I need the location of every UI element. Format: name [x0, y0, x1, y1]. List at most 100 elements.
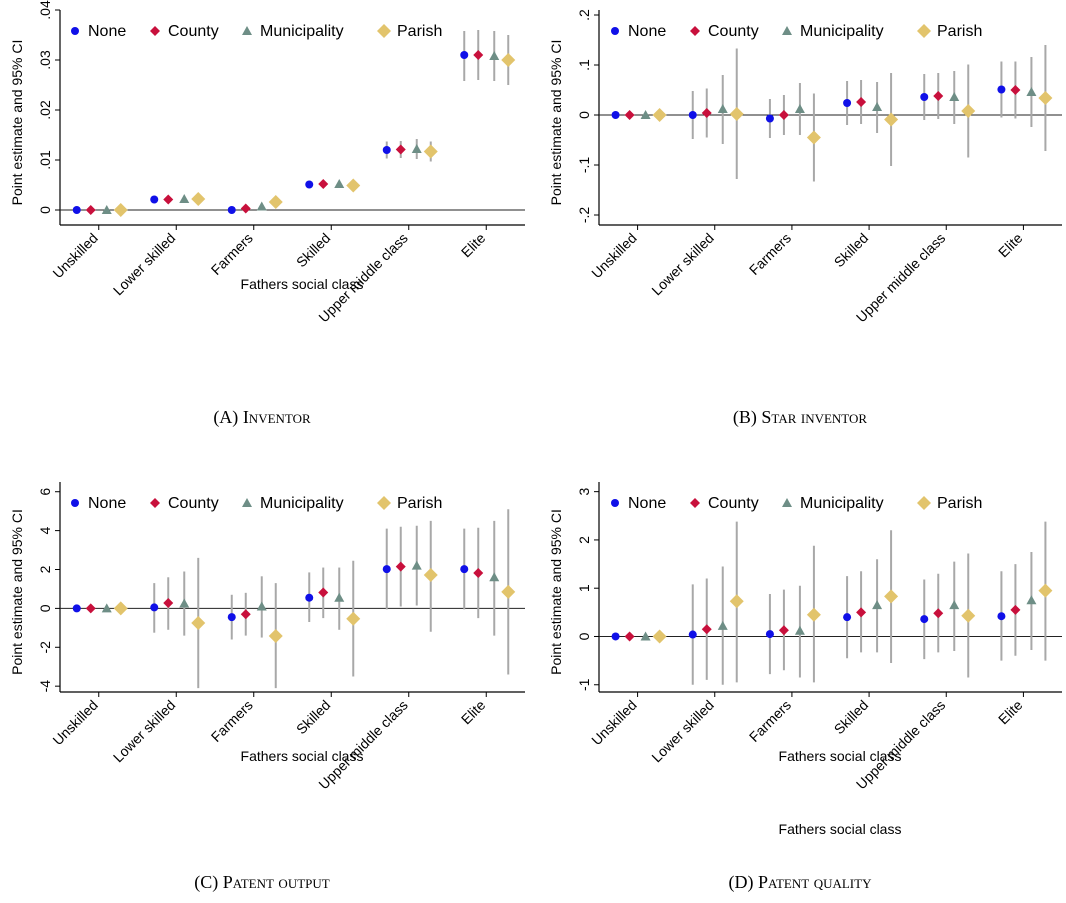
point-county — [701, 108, 712, 118]
x-tick-label: Unskilled — [49, 697, 100, 748]
point-county — [240, 203, 251, 214]
point-county — [778, 110, 789, 120]
legend-label-parish: Parish — [937, 23, 982, 40]
point-parish-parish — [113, 601, 128, 616]
point-county — [395, 561, 406, 572]
x-axis-label: Fathers social class — [779, 748, 902, 764]
legend-marker-none — [71, 499, 79, 507]
y-tick-label: 0 — [576, 632, 592, 640]
point-parish-parish — [191, 615, 206, 630]
x-tick-label: Lower skilled — [110, 697, 179, 766]
point-county — [85, 603, 96, 614]
x-tick-label: Skilled — [293, 230, 333, 270]
legend-label-county: County — [168, 23, 219, 40]
legend-marker-county — [150, 498, 160, 508]
point-parish-parish — [346, 611, 361, 626]
point-municipality — [872, 102, 883, 111]
point-county — [163, 597, 174, 608]
x-tick-label: Lower skilled — [648, 697, 717, 766]
point-none — [150, 195, 159, 204]
point-none — [72, 604, 81, 613]
x-tick-label: Elite — [995, 697, 1026, 728]
caption-title: Patent quality — [758, 872, 872, 892]
point-parish-parish — [191, 192, 206, 206]
legend-marker-municipality — [242, 498, 252, 507]
y-tick-label: .03 — [37, 50, 53, 70]
x-tick-label: Skilled — [831, 230, 871, 270]
point-county — [85, 205, 96, 215]
point-none — [688, 630, 697, 639]
point-parish-parish — [1038, 91, 1053, 105]
point-municipality — [717, 620, 728, 630]
point-municipality — [1026, 595, 1037, 605]
point-none — [227, 206, 236, 214]
legend-label-municipality: Municipality — [800, 495, 884, 512]
point-municipality — [411, 560, 422, 570]
legend-marker-county — [690, 498, 700, 508]
point-none — [997, 612, 1006, 621]
point-none — [611, 111, 620, 119]
y-tick-label: 1 — [576, 584, 592, 592]
legend-marker-municipality — [782, 498, 792, 507]
point-parish-parish — [652, 108, 667, 122]
legend-marker-parish-parish — [377, 24, 391, 38]
legend-label-none: None — [628, 495, 666, 512]
y-tick-label: .1 — [576, 59, 592, 71]
legend-marker-county — [150, 26, 160, 36]
point-county — [856, 97, 867, 107]
legend-label-parish: Parish — [937, 495, 982, 512]
point-county — [240, 609, 251, 620]
y-axis-label: Point estimate and 95% CI — [9, 509, 25, 675]
legend-marker-municipality — [242, 26, 252, 35]
x-tick-label: Lower skilled — [110, 230, 179, 299]
x-tick-label: Farmers — [746, 697, 794, 745]
point-parish-parish — [652, 629, 667, 644]
point-municipality — [949, 600, 960, 610]
point-municipality — [489, 572, 500, 582]
x-tick-label: Unskilled — [588, 230, 639, 281]
y-tick-label: .01 — [37, 150, 53, 170]
point-county — [624, 110, 635, 120]
point-county — [933, 608, 944, 619]
point-parish-parish — [268, 195, 283, 209]
y-tick-label: .04 — [37, 0, 53, 20]
y-tick-label: -2 — [37, 641, 53, 654]
point-municipality — [717, 104, 728, 113]
caption-title: Star inventor — [761, 407, 867, 427]
point-county — [624, 631, 635, 642]
y-axis-label: Point estimate and 95% CI — [9, 40, 25, 206]
point-municipality — [179, 194, 190, 203]
point-parish-parish — [1038, 583, 1053, 598]
point-municipality — [1026, 87, 1037, 96]
point-parish-parish — [423, 567, 438, 582]
point-parish-parish — [884, 112, 899, 127]
legend-marker-parish-parish — [377, 496, 391, 510]
point-municipality — [334, 592, 345, 602]
point-none — [611, 632, 620, 641]
point-parish-parish — [806, 607, 821, 622]
point-none — [460, 565, 469, 574]
point-county — [856, 607, 867, 618]
y-tick-label: -.2 — [576, 207, 592, 224]
legend-label-municipality: Municipality — [260, 23, 344, 40]
point-municipality — [256, 201, 267, 211]
point-parish-parish — [501, 584, 516, 599]
y-tick-label: 3 — [576, 488, 592, 496]
point-county — [395, 144, 406, 155]
y-tick-label: .2 — [576, 9, 592, 21]
point-none — [305, 593, 314, 602]
legend-label-municipality: Municipality — [800, 23, 884, 40]
legend-label-none: None — [628, 23, 666, 40]
legend-label-none: None — [88, 23, 126, 40]
legend: None County Municipality Parish — [71, 23, 442, 40]
point-parish-parish — [501, 53, 516, 67]
point-none — [150, 603, 159, 612]
x-axis-label: Fathers social class — [241, 276, 364, 292]
y-tick-label: 0 — [37, 604, 53, 612]
point-parish-parish — [346, 178, 361, 193]
point-municipality — [334, 179, 345, 188]
x-tick-label: Farmers — [208, 230, 256, 278]
x-tick-label: Lower skilled — [648, 230, 717, 299]
x-tick-label: Unskilled — [588, 697, 639, 748]
point-parish-parish — [268, 629, 283, 643]
